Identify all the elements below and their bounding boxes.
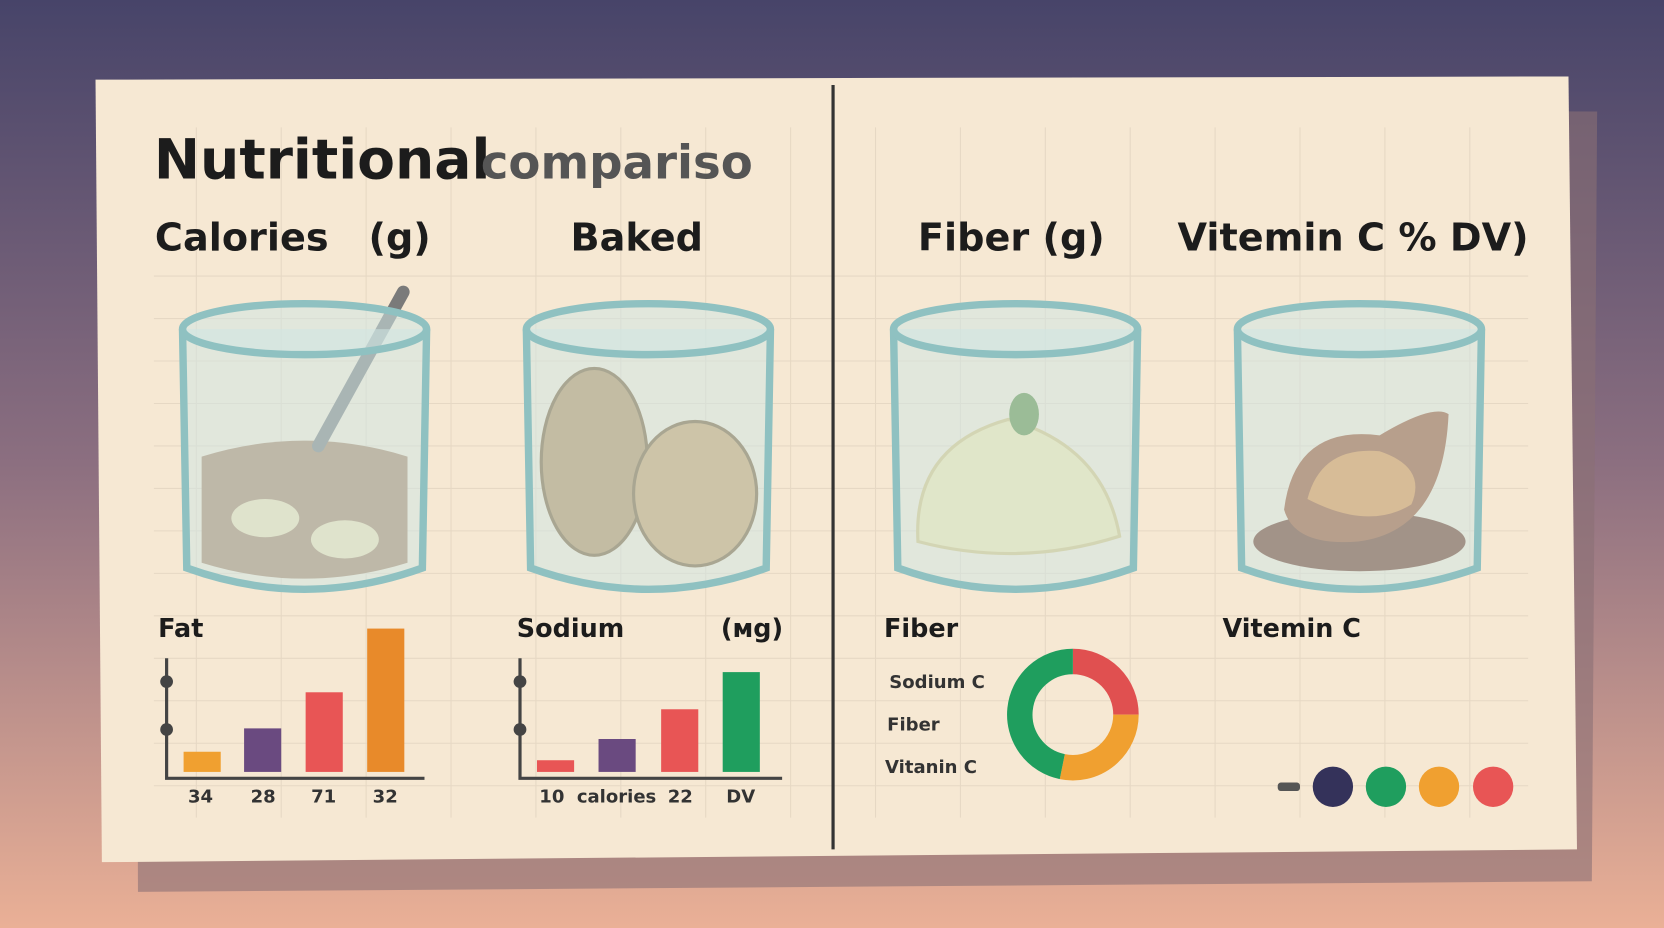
- bar-chart: [160, 628, 425, 780]
- panel-heading: Baked: [570, 217, 703, 261]
- x-tick-label: 32: [373, 787, 398, 808]
- x-tick-label: 34: [188, 787, 213, 808]
- legend-label: Fiber: [887, 715, 940, 736]
- chart-label: Fat: [158, 614, 203, 644]
- legend-label: Sodium C: [889, 672, 985, 693]
- title-light: compariso: [481, 136, 753, 190]
- x-tick-label: 71: [311, 787, 336, 808]
- chart-unit: (мg): [721, 614, 783, 644]
- panel-heading: Fiber (g): [918, 217, 1105, 261]
- color-dots: [1277, 766, 1514, 807]
- x-tick-label: calories: [577, 787, 656, 808]
- legend-label: Vitanin C: [885, 757, 977, 778]
- title-bold: Nutritional: [154, 128, 491, 192]
- x-tick-label: 28: [251, 787, 276, 808]
- glass-soup: [178, 285, 431, 594]
- chart-label: Fiber: [884, 614, 959, 644]
- panel-heading: Vitemin C % DV): [1177, 217, 1528, 261]
- x-tick-label: DV: [726, 787, 755, 808]
- x-tick-label: 10: [539, 787, 564, 808]
- glass-potatoes: [522, 299, 775, 594]
- x-tick-label: 22: [668, 787, 693, 808]
- chart-label: Sodium: [517, 614, 624, 644]
- chart-label: Vitemin C: [1223, 614, 1361, 644]
- glass-sweet-potato: [1233, 299, 1486, 594]
- panel-heading: Calories (g): [155, 217, 431, 261]
- glass-mashed: [889, 299, 1142, 594]
- paper: [95, 76, 1577, 863]
- donut-chart: [1007, 648, 1139, 781]
- bar-chart: [513, 658, 783, 780]
